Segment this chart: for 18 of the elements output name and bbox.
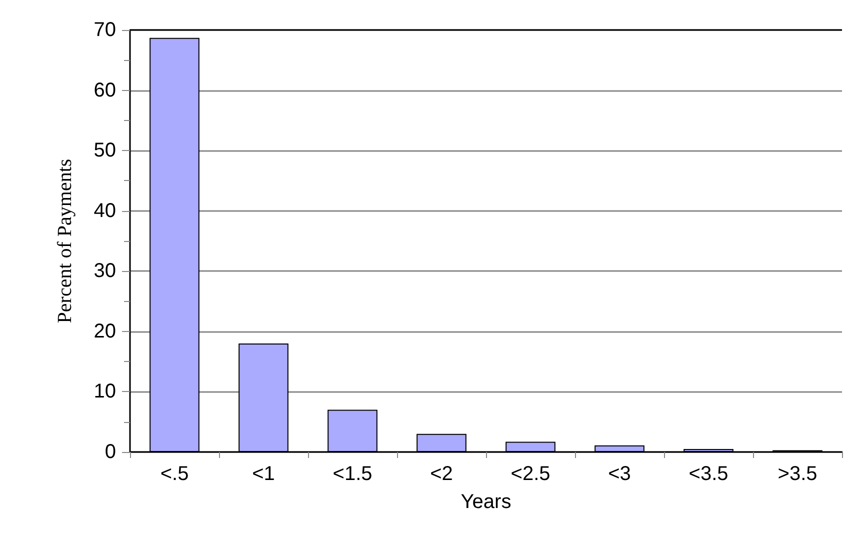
y-tick-label: 10 (94, 380, 116, 403)
y-tick-label: 20 (94, 320, 116, 342)
x-tick-label: >3.5 (778, 463, 818, 485)
x-tick-label: <1 (252, 463, 275, 485)
x-tick-label: <3.5 (688, 463, 728, 485)
y-tick-label: 40 (94, 200, 116, 222)
x-tick-label: <2 (430, 463, 453, 485)
x-axis-title: Years (460, 491, 512, 513)
y-tick-label: 70 (94, 19, 116, 41)
x-tick-label: <1.5 (332, 463, 372, 485)
y-tick-label: 30 (94, 260, 116, 282)
x-tick-label: <2.5 (510, 463, 550, 485)
y-axis-title: Percent of Payments (54, 158, 76, 324)
y-tick-label: 60 (94, 79, 116, 102)
y-tick-label: 0 (104, 441, 116, 463)
x-tick-label: <.5 (160, 463, 189, 485)
y-tick-label: 50 (94, 140, 116, 162)
x-tick-label: <3 (608, 463, 631, 485)
